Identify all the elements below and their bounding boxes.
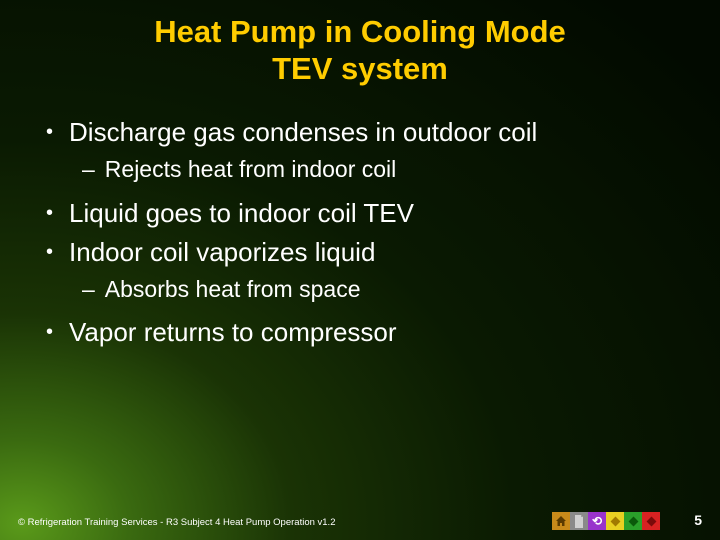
slide: Heat Pump in Cooling Mode TEV system • D… xyxy=(0,0,720,540)
title-line-2: TEV system xyxy=(0,51,720,88)
bullet-item: • Discharge gas condenses in outdoor coi… xyxy=(46,113,680,152)
bullet-text: Rejects heat from indoor coil xyxy=(105,152,396,188)
page-icon xyxy=(574,515,584,528)
bullet-text: Discharge gas condenses in outdoor coil xyxy=(69,113,537,152)
bullet-marker: • xyxy=(46,233,53,272)
nav-button-group: ⟲ xyxy=(552,512,660,530)
bullet-item: • Vapor returns to compressor xyxy=(46,313,680,352)
bullet-text: Absorbs heat from space xyxy=(105,272,361,308)
bullet-item: – Absorbs heat from space xyxy=(46,272,680,308)
nav-undo-button[interactable]: ⟲ xyxy=(588,512,606,530)
slide-title: Heat Pump in Cooling Mode TEV system xyxy=(0,0,720,87)
nav-stop-button[interactable] xyxy=(642,512,660,530)
bullet-item: • Indoor coil vaporizes liquid xyxy=(46,233,680,272)
slide-content: • Discharge gas condenses in outdoor coi… xyxy=(0,87,720,352)
bullet-text: Vapor returns to compressor xyxy=(69,313,397,352)
nav-page-button[interactable] xyxy=(570,512,588,530)
bullet-text: Indoor coil vaporizes liquid xyxy=(69,233,375,272)
diamond-icon xyxy=(610,516,620,526)
undo-icon: ⟲ xyxy=(592,514,602,528)
bullet-marker: • xyxy=(46,194,53,233)
diamond-icon xyxy=(628,516,638,526)
bullet-item: • Liquid goes to indoor coil TEV xyxy=(46,194,680,233)
bullet-marker: • xyxy=(46,313,53,352)
bullet-marker: – xyxy=(82,272,95,308)
title-line-1: Heat Pump in Cooling Mode xyxy=(0,14,720,51)
nav-home-button[interactable] xyxy=(552,512,570,530)
nav-prev-button[interactable] xyxy=(606,512,624,530)
bullet-marker: – xyxy=(82,152,95,188)
bullet-marker: • xyxy=(46,113,53,152)
diamond-icon xyxy=(646,516,656,526)
slide-footer: © Refrigeration Training Services - R3 S… xyxy=(18,517,702,528)
bullet-item: – Rejects heat from indoor coil xyxy=(46,152,680,188)
bullet-text: Liquid goes to indoor coil TEV xyxy=(69,194,414,233)
house-icon xyxy=(555,515,567,527)
nav-next-button[interactable] xyxy=(624,512,642,530)
copyright-text: © Refrigeration Training Services - R3 S… xyxy=(18,517,336,528)
page-number: 5 xyxy=(694,512,702,528)
